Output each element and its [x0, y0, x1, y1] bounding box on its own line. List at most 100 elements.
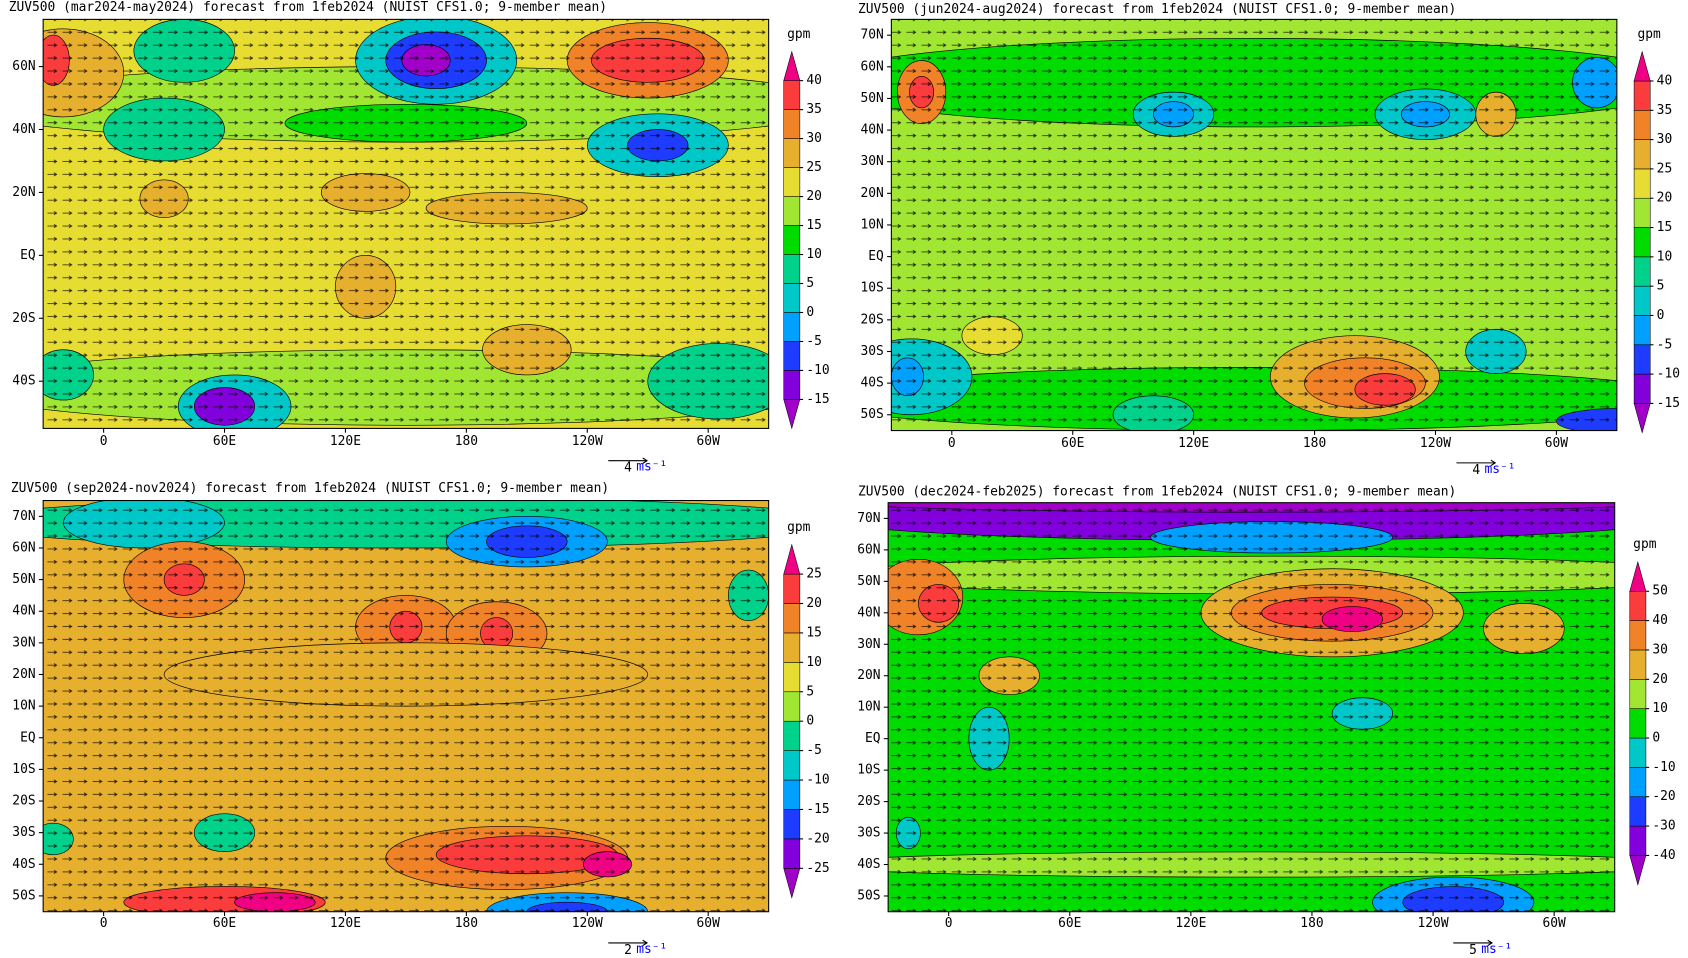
- lat-label: 20N: [12, 667, 35, 682]
- reference-value: 2: [624, 943, 632, 958]
- colorbar-label: 25: [806, 567, 822, 582]
- colorbar-label: 35: [1657, 103, 1673, 118]
- lon-label: 60W: [1545, 436, 1569, 451]
- colorbar-label: -25: [806, 861, 829, 876]
- colorbar-label: 20: [806, 596, 822, 611]
- colorbar-segment: [783, 779, 801, 810]
- colorbar-label: 15: [806, 625, 822, 640]
- lat-label: 50N: [861, 91, 884, 106]
- lon-label: 60E: [213, 434, 236, 449]
- colorbar-segment: [1629, 825, 1647, 856]
- colorbar-segment: [783, 109, 801, 139]
- lat-label: 30N: [861, 154, 884, 169]
- colorbar-label: -10: [806, 773, 829, 788]
- lat-label: 30S: [861, 344, 884, 359]
- colorbar-segment: [1633, 403, 1651, 434]
- colorbar-segment: [1629, 649, 1647, 680]
- lon-label: 120E: [330, 434, 361, 449]
- colorbar-label: 25: [1657, 161, 1673, 176]
- field: [43, 19, 769, 429]
- colorbar-segment: [783, 399, 801, 430]
- lon-label: 60W: [697, 916, 721, 931]
- colorbar-segment: [783, 573, 801, 604]
- lon-label: 60E: [213, 916, 236, 931]
- colorbar-segment: [783, 370, 801, 400]
- lat-label: 50N: [857, 574, 880, 589]
- map-panel: ZUV500 (dec2024-feb2025) forecast from 1…: [857, 484, 1675, 958]
- colorbar-segment: [783, 50, 801, 81]
- map-panel: ZUV500 (jun2024-aug2024) forecast from 1…: [858, 2, 1680, 478]
- colorbar-label: -20: [1652, 789, 1675, 804]
- colorbar-label: 0: [1652, 731, 1660, 746]
- colorbar-label: 20: [1657, 191, 1673, 206]
- lat-label: 20N: [861, 186, 884, 201]
- map-panel: ZUV500 (sep2024-nov2024) forecast from 1…: [11, 481, 830, 958]
- colorbar-segment: [1629, 708, 1647, 739]
- reference-unit: ms⁻¹: [636, 460, 667, 475]
- colorbar-segment: [1629, 737, 1647, 768]
- lat-label: 10S: [857, 763, 880, 778]
- lat-label: 40N: [861, 123, 884, 138]
- reference-unit: ms⁻¹: [1484, 462, 1515, 477]
- colorbar-label: 0: [806, 714, 814, 729]
- reference-arrow: [1456, 459, 1497, 467]
- lon-label: 180: [455, 434, 478, 449]
- lat-label: 30S: [857, 826, 880, 841]
- colorbar-segment: [783, 138, 801, 168]
- lat-label: 10N: [857, 700, 880, 715]
- lat-label: 50S: [861, 407, 884, 422]
- colorbar-label: 50: [1652, 584, 1668, 599]
- lon-label: 120E: [1178, 436, 1209, 451]
- map-frame: [42, 18, 770, 429]
- colorbar-label: 10: [1652, 701, 1668, 716]
- colorbar-segment: [783, 341, 801, 371]
- field: [43, 500, 769, 912]
- colorbar-label: -15: [1657, 396, 1680, 411]
- colorbar-unit: gpm: [787, 27, 811, 42]
- colorbar-segment: [1629, 620, 1647, 651]
- colorbar-segment: [1633, 285, 1651, 316]
- lat-label: 30S: [12, 825, 35, 840]
- wind-vectors: [43, 500, 769, 912]
- colorbar-segment: [783, 662, 801, 693]
- colorbar-label: 30: [1652, 642, 1668, 657]
- colorbar-segment: [1629, 767, 1647, 798]
- reference-unit: ms⁻¹: [1481, 942, 1512, 957]
- lon-label: 0: [100, 916, 108, 931]
- wind-vectors: [43, 19, 769, 429]
- colorbar-segment: [1633, 110, 1651, 140]
- colorbar-segment: [1629, 590, 1647, 621]
- lat-label: EQ: [865, 731, 881, 746]
- colorbar-segment: [783, 196, 801, 226]
- panel-title: ZUV500 (mar2024-may2024) forecast from 1…: [9, 0, 607, 15]
- colorbar-label: 10: [806, 247, 822, 262]
- colorbar-label: -30: [1652, 819, 1675, 834]
- wind-vectors: [888, 502, 1615, 912]
- lat-label: 40S: [861, 376, 884, 391]
- colorbar-segment: [783, 80, 801, 110]
- lat-label: 40S: [12, 857, 35, 872]
- colorbar-segment: [783, 750, 801, 781]
- lat-label: 60N: [12, 59, 35, 74]
- colorbar-segment: [783, 254, 801, 284]
- colorbar-segment: [1633, 315, 1651, 346]
- lon-label: 120W: [1418, 916, 1449, 931]
- panel-title: ZUV500 (dec2024-feb2025) forecast from 1…: [858, 484, 1456, 499]
- lat-label: 60N: [12, 540, 35, 555]
- colorbar-label: -15: [806, 392, 829, 407]
- lat-label: EQ: [868, 249, 884, 264]
- colorbar-label: 20: [1652, 672, 1668, 687]
- lon-label: 0: [100, 434, 108, 449]
- lat-label: 50S: [12, 888, 35, 903]
- colorbar-segment: [783, 603, 801, 634]
- lon-label: 0: [945, 916, 953, 931]
- colorbar-label: 30: [1657, 132, 1673, 147]
- colorbar-segment: [783, 868, 801, 899]
- lat-label: 60N: [861, 59, 884, 74]
- colorbar-segment: [783, 691, 801, 722]
- colorbar-segment: [783, 225, 801, 255]
- reference-arrow: [608, 939, 649, 947]
- reference-arrow: [1453, 939, 1494, 947]
- colorbar-label: 40: [1657, 73, 1673, 88]
